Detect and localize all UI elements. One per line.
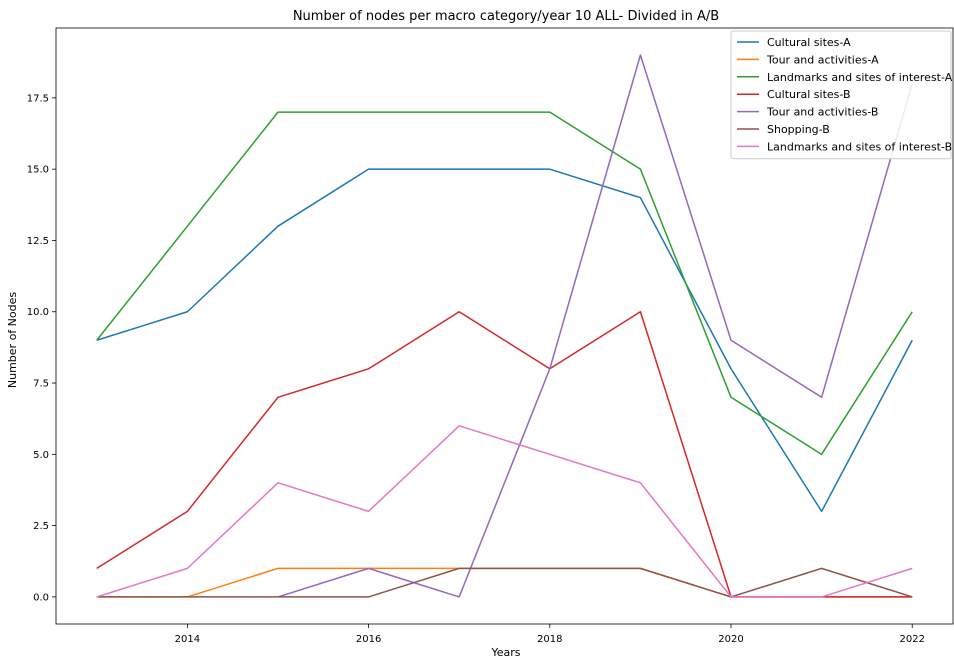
- x-axis-label: Years: [490, 646, 520, 657]
- x-tick-label-2016: 2016: [356, 634, 381, 645]
- legend-label-3: Cultural sites-B: [767, 88, 851, 101]
- y-tick-label-7: 17.5: [27, 93, 49, 104]
- legend-box: [730, 30, 952, 160]
- legend-label-0: Cultural sites-A: [767, 36, 851, 49]
- legend: Cultural sites-A Tour and activities-A Lan…: [730, 30, 953, 160]
- x-tick-label-2020: 2020: [718, 634, 743, 645]
- y-tick-label-4: 10.0: [27, 307, 49, 318]
- series-line-1: [96, 567, 913, 598]
- series-line-2: [96, 111, 913, 456]
- y-tick-label-1: 2.5: [33, 521, 49, 532]
- legend-label-4: Tour and activities-B: [766, 106, 878, 119]
- legend-label-2: Landmarks and sites of interest-A: [767, 71, 953, 84]
- plot-area: 2014 2016 2018 2020 2022 0.0 2.5 5.0 7.5 10.0 12.5…: [27, 27, 954, 645]
- y-tick-label-3: 7.5: [33, 379, 49, 390]
- y-tick-label-6: 15.0: [27, 165, 49, 176]
- y-axis-label: Number of Nodes: [6, 292, 19, 388]
- x-tick-label-2022: 2022: [900, 634, 925, 645]
- series-line-5: [96, 567, 913, 598]
- y-tick-label-0: 0.0: [33, 592, 49, 603]
- x-tick-label-2014: 2014: [175, 634, 200, 645]
- y-tick-label-2: 5.0: [33, 450, 49, 461]
- legend-label-6: Landmarks and sites of interest-B: [767, 140, 952, 153]
- y-tick-label-5: 12.5: [27, 236, 49, 247]
- series-line-3: [96, 310, 913, 598]
- series-line-6: [96, 425, 913, 598]
- series-line-4: [277, 54, 913, 598]
- x-tick-label-2018: 2018: [537, 634, 562, 645]
- chart-title: Number of nodes per macro category/year …: [293, 9, 719, 24]
- axes-frame: [55, 27, 954, 625]
- legend-label-5: Shopping-B: [767, 123, 830, 136]
- legend-label-1: Tour and activities-A: [766, 53, 879, 66]
- series-line-0: [96, 168, 913, 513]
